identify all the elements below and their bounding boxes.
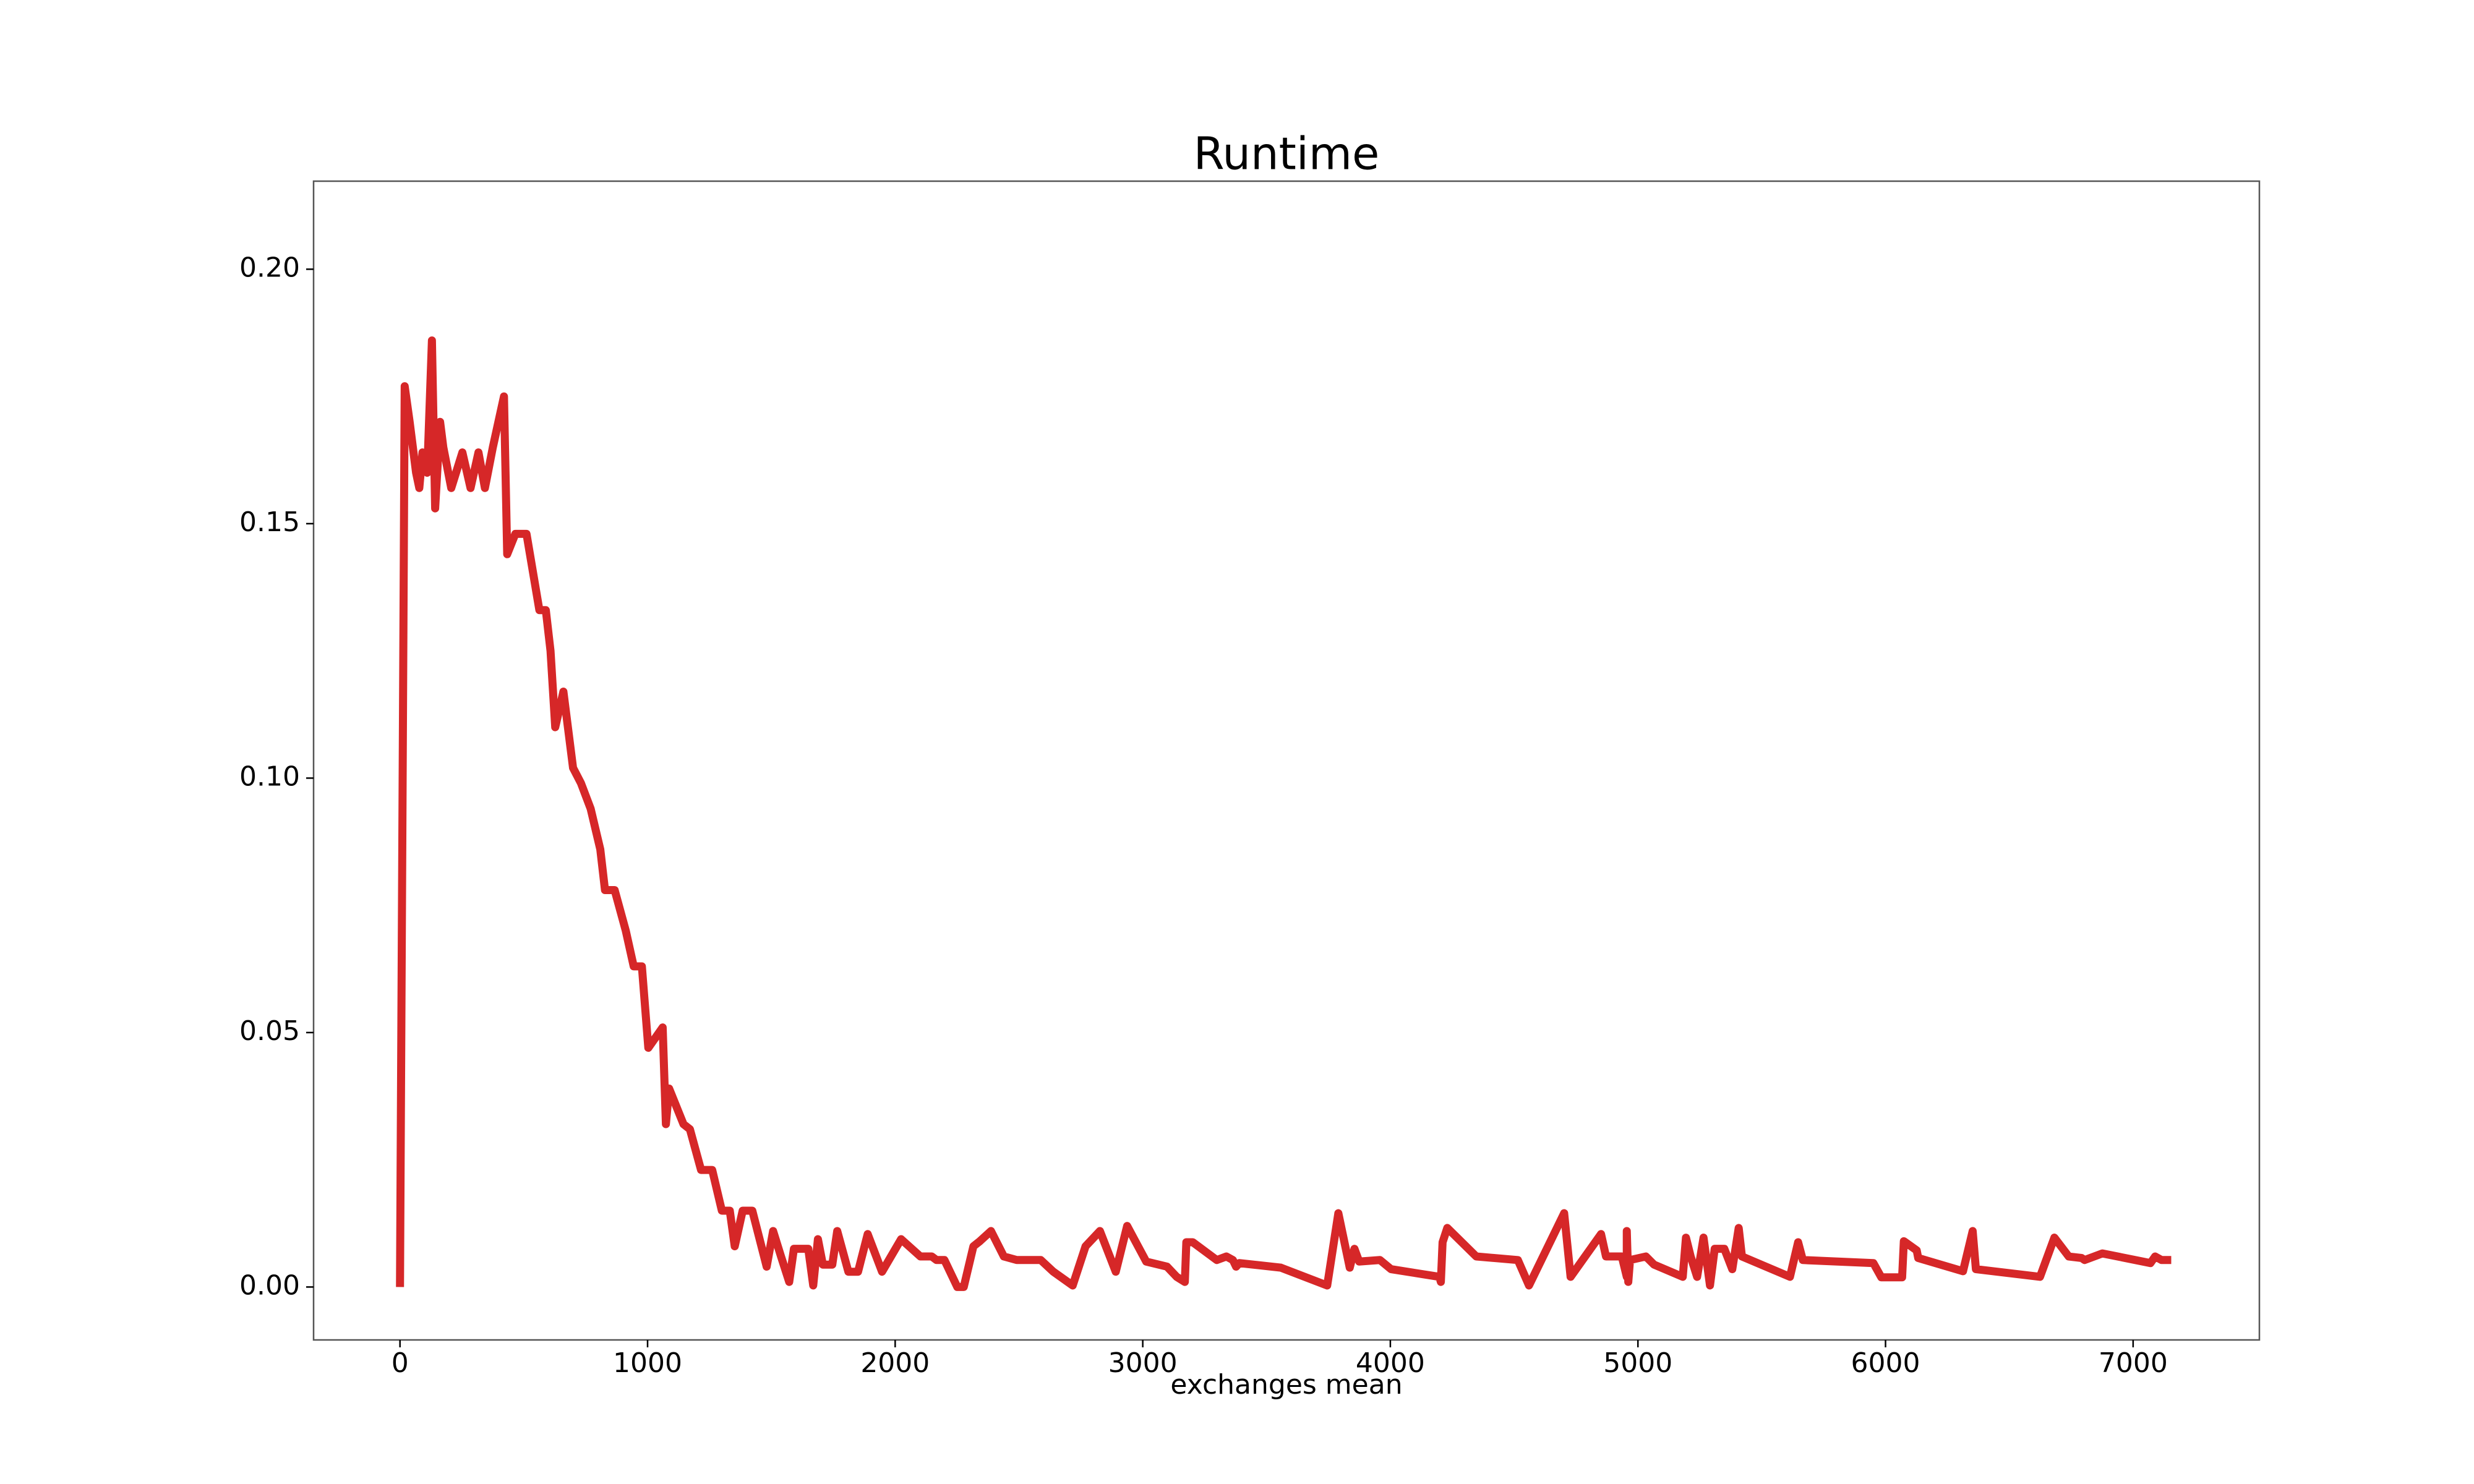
x-tick-label: 4000	[1356, 1347, 1425, 1379]
x-tick-label: 1000	[613, 1347, 682, 1379]
x-tick-label: 7000	[2099, 1347, 2168, 1379]
x-tick-label: 2000	[860, 1347, 930, 1379]
x-axis-label: exchanges mean	[1170, 1369, 1402, 1401]
axes-frame	[312, 180, 2261, 1341]
x-tick-label: 6000	[1851, 1347, 1920, 1379]
x-tick-label: 5000	[1603, 1347, 1672, 1379]
y-tick-label: 0.05	[239, 1015, 300, 1047]
data-line	[396, 336, 2172, 1291]
y-tick-label: 0.00	[239, 1269, 300, 1301]
x-tick-label: 3000	[1108, 1347, 1178, 1379]
y-tick-label: 0.15	[239, 506, 300, 538]
y-tick-label: 0.10	[239, 761, 300, 792]
chart-title: Runtime	[1194, 128, 1380, 180]
y-tick-label: 0.20	[239, 252, 300, 283]
x-tick-label: 0	[392, 1347, 409, 1379]
